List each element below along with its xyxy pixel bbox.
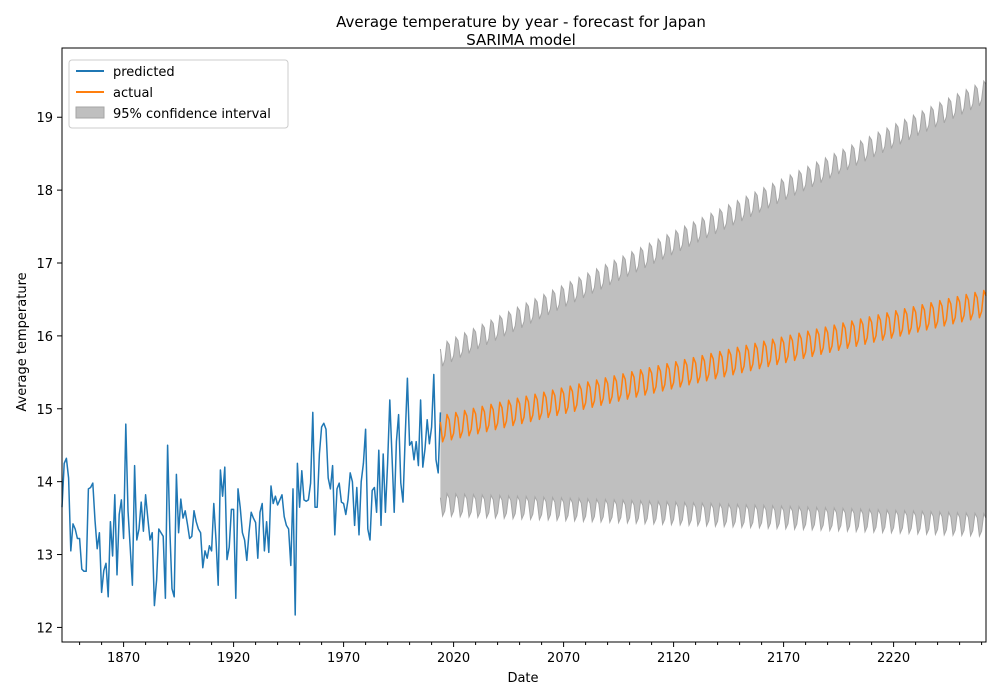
series-predicted-line — [61, 373, 442, 616]
confidence-lower-edge — [439, 491, 987, 538]
series-actual-line — [439, 289, 987, 443]
legend-label-actual: actual — [113, 86, 153, 101]
plot-area — [61, 79, 987, 616]
y-tick-label: 16 — [36, 330, 53, 345]
x-tick-label: 1870 — [107, 651, 140, 666]
y-tick-label: 13 — [36, 549, 53, 564]
x-tick-label: 2170 — [767, 651, 800, 666]
axes-frame — [61, 47, 987, 643]
y-tick-label: 12 — [36, 621, 53, 636]
legend-swatch-confidence-interval — [75, 106, 105, 119]
y-tick-label: 14 — [36, 476, 53, 491]
y-tick-label: 19 — [36, 111, 53, 126]
x-tick-label: 2220 — [877, 651, 910, 666]
x-tick-label: 2120 — [657, 651, 690, 666]
x-axis-label: Date — [507, 671, 538, 686]
legend-label-confidence-interval: 95% confidence interval — [113, 107, 271, 122]
confidence-interval-band — [440, 81, 986, 537]
x-tick-label: 2070 — [547, 651, 580, 666]
y-tick-label: 17 — [36, 257, 53, 272]
legend-label-predicted: predicted — [113, 65, 175, 80]
confidence-upper-edge — [439, 79, 987, 367]
chart-subtitle: SARIMA model — [466, 31, 576, 49]
x-tick-label: 1970 — [327, 651, 360, 666]
legend-box — [68, 59, 289, 129]
legend: predicted actual 95% confidence interval — [68, 59, 289, 129]
y-axis-label: Average temperature — [15, 272, 30, 411]
x-tick-label: 2020 — [437, 651, 470, 666]
x-tick-label: 1920 — [217, 651, 250, 666]
chart-title: Average temperature by year - forecast f… — [336, 13, 706, 31]
axes: 1870 1920 1970 2020 2070 2120 2170 2220 12 13 14 15… — [36, 47, 987, 666]
y-tick-label: 18 — [36, 184, 53, 199]
y-tick-label: 15 — [36, 403, 53, 418]
